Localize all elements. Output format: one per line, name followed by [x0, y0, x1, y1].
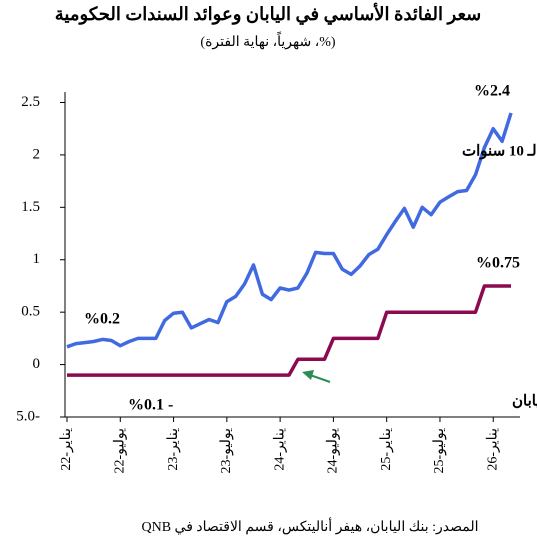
source: المصدر: بنك اليابان، هيفر أناليتكس، قسم … — [141, 516, 478, 535]
y-tick-label: 2.5 — [21, 94, 40, 110]
x-tick-label: يناير-26 — [485, 428, 500, 471]
y-tick-label: 5.0- — [16, 408, 40, 424]
arrow — [302, 370, 331, 383]
annotation: %0.2 — [84, 311, 120, 328]
x-tick-label: يناير-24 — [272, 428, 287, 471]
chart-subtitle: (%، شهرياً، نهاية الفترة) — [200, 31, 335, 50]
series-line — [67, 284, 511, 377]
y-tick-label: 0.5 — [21, 304, 40, 320]
chart-title: سعر الفائدة الأساسي في اليابان وعوائد ال… — [55, 2, 481, 25]
annotation: %0.75 — [476, 255, 520, 272]
x-tick-label: يوليو-22 — [112, 428, 127, 474]
series-label: عائد سندات الحكومة اليابانية لـ 10 سنوات — [462, 143, 537, 159]
x-tick-label: يناير-22 — [59, 428, 74, 471]
x-tick-label: يناير-23 — [166, 428, 181, 471]
y-tick-label: 2 — [33, 146, 41, 162]
y-tick-label: 0 — [33, 356, 41, 372]
x-tick-label: يناير-25 — [379, 428, 394, 471]
x-tick-label: يوليو-25 — [432, 428, 447, 474]
y-tick-label: 1 — [33, 251, 41, 267]
annotation: %0.1 - — [128, 397, 173, 414]
y-tick-label: 1.5 — [21, 199, 40, 215]
series-label: سعر الفائدة لدى بنك اليابان — [512, 393, 537, 409]
x-tick-label: يوليو-24 — [326, 428, 341, 474]
x-tick-label: يوليو-23 — [219, 428, 234, 474]
series-line — [66, 112, 513, 349]
annotation: %2.4 — [474, 83, 510, 100]
